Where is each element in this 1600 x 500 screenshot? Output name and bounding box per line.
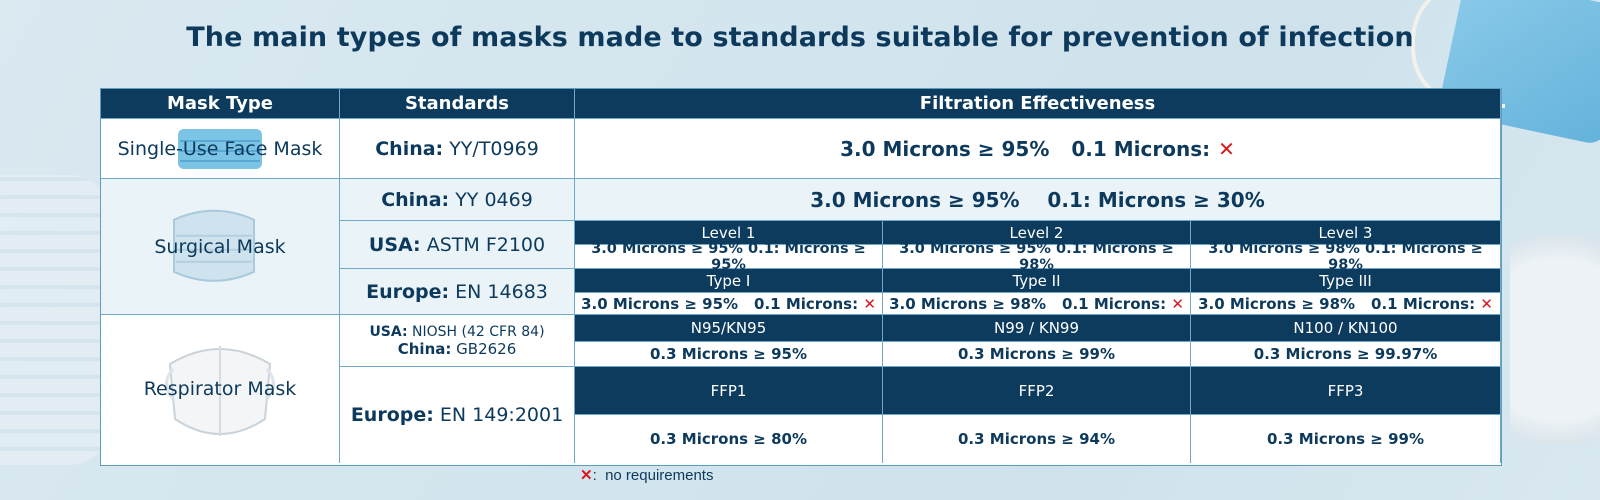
n95-header: N95/KN95	[575, 315, 883, 342]
standard-region: Europe:	[350, 404, 434, 426]
standard-code: ASTM F2100	[426, 233, 546, 256]
standard-code: YY/T0969	[449, 137, 539, 160]
n99-header: N99 / KN99	[883, 315, 1191, 342]
footnote-text: : no requirements	[592, 467, 714, 484]
surgical-mask-icon	[173, 209, 255, 282]
n99-value: 0.3 Microns ≥ 99%	[883, 342, 1191, 367]
type-iii-value: 3.0 Microns ≥ 98% 0.1 Microns: ✕	[1191, 293, 1501, 315]
ffp3-header: FFP3	[1191, 367, 1501, 415]
standard-region: Europe:	[366, 280, 450, 303]
level-1-value: 3.0 Microns ≥ 95% 0.1: Microns ≥ 95%	[575, 241, 883, 273]
mask-standards-table: Mask Type Standards Filtration Effective…	[100, 88, 1502, 466]
mask-type-label: Respirator Mask	[143, 378, 297, 400]
ffp1-value: 0.3 Microns ≥ 80%	[575, 415, 883, 463]
standard-region: China:	[375, 137, 444, 160]
header-mask-type: Mask Type	[101, 89, 340, 119]
ffp1-header: FFP1	[575, 367, 883, 415]
ffp2-header: FFP2	[883, 367, 1191, 415]
ffp2-value: 0.3 Microns ≥ 94%	[883, 415, 1191, 463]
page-title: The main types of masks made to standard…	[186, 22, 1414, 53]
mask-type-single-use: Single-Use Face Mask	[101, 119, 340, 179]
footnote: ✕: no requirements	[580, 466, 713, 484]
standard-code: EN 14683	[455, 280, 548, 303]
respirator-mask-icon	[165, 346, 275, 436]
ffp3-value: 0.3 Microns ≥ 99%	[1191, 415, 1501, 463]
header-standards: Standards	[340, 89, 575, 119]
single-use-mask-icon	[178, 128, 262, 169]
standard-code: EN 149:2001	[439, 404, 564, 426]
background-mask-left	[0, 175, 110, 465]
standard-usa-astm-f2100: USA: ASTM F2100	[340, 221, 575, 269]
value-3micron: 3.0 Microns ≥ 95%	[581, 294, 739, 313]
level-3-header: Level 3	[1191, 221, 1501, 245]
type-i-header: Type I	[575, 269, 883, 293]
header-filtration: Filtration Effectiveness	[575, 89, 1501, 119]
no-requirement-icon: ✕	[580, 467, 593, 484]
mask-type-respirator: Respirator Mask	[101, 315, 340, 463]
standard-china-yyt0969: China: YY/T0969	[340, 119, 575, 179]
effectiveness-3micron: 3.0 Microns ≥ 95%	[840, 136, 1050, 161]
effectiveness-surgical-china: 3.0 Microns ≥ 95% 0.1: Microns ≥ 30%	[575, 179, 1501, 221]
mask-type-label: Surgical Mask	[154, 235, 286, 258]
n100-value: 0.3 Microns ≥ 99.97%	[1191, 342, 1501, 367]
level-3-value: 3.0 Microns ≥ 98% 0.1: Microns ≥ 98%	[1191, 241, 1501, 273]
value-01micron: 0.1 Microns:	[1062, 294, 1167, 313]
effectiveness-single-use: 3.0 Microns ≥ 95% 0.1 Microns: ✕	[575, 119, 1501, 179]
standard-usa-china-niosh: USA: NIOSH (42 CFR 84) China: GB2626	[340, 315, 575, 367]
standard-china-yy0469: China: YY 0469	[340, 179, 575, 221]
standard-region: USA:	[369, 323, 408, 340]
mask-type-surgical: Surgical Mask	[101, 179, 340, 315]
standard-code: NIOSH (42 CFR 84)	[412, 323, 545, 340]
type-iii-header: Type III	[1191, 269, 1501, 293]
level-2-header: Level 2	[883, 221, 1191, 245]
standard-region: China:	[397, 339, 452, 358]
background-mask-right	[1510, 210, 1600, 470]
value-01micron: 0.1 Microns:	[1371, 294, 1476, 313]
effectiveness-01micron: 0.1 Microns:	[1071, 136, 1211, 161]
type-ii-header: Type II	[883, 269, 1191, 293]
standard-region: China:	[381, 188, 450, 211]
no-requirement-icon: ✕	[863, 294, 876, 313]
n100-header: N100 / KN100	[1191, 315, 1501, 342]
value-01micron: 0.1 Microns:	[754, 294, 859, 313]
mask-type-label: Single-Use Face Mask	[117, 137, 323, 160]
type-i-value: 3.0 Microns ≥ 95% 0.1 Microns: ✕	[575, 293, 883, 315]
standard-code: GB2626	[456, 339, 517, 358]
n95-value: 0.3 Microns ≥ 95%	[575, 342, 883, 367]
no-requirement-icon: ✕	[1171, 294, 1184, 313]
type-ii-value: 3.0 Microns ≥ 98% 0.1 Microns: ✕	[883, 293, 1191, 315]
value-3micron: 3.0 Microns ≥ 98%	[1198, 294, 1356, 313]
level-2-value: 3.0 Microns ≥ 95% 0.1: Microns ≥ 98%	[883, 241, 1191, 273]
standard-europe-en149: Europe: EN 149:2001	[340, 367, 575, 463]
standard-code: YY 0469	[455, 188, 533, 211]
standard-region: USA:	[368, 233, 421, 256]
standard-europe-en14683: Europe: EN 14683	[340, 269, 575, 315]
no-requirement-icon: ✕	[1480, 294, 1493, 313]
value-3micron: 3.0 Microns ≥ 98%	[889, 294, 1047, 313]
level-1-header: Level 1	[575, 221, 883, 245]
no-requirement-icon: ✕	[1218, 136, 1235, 161]
